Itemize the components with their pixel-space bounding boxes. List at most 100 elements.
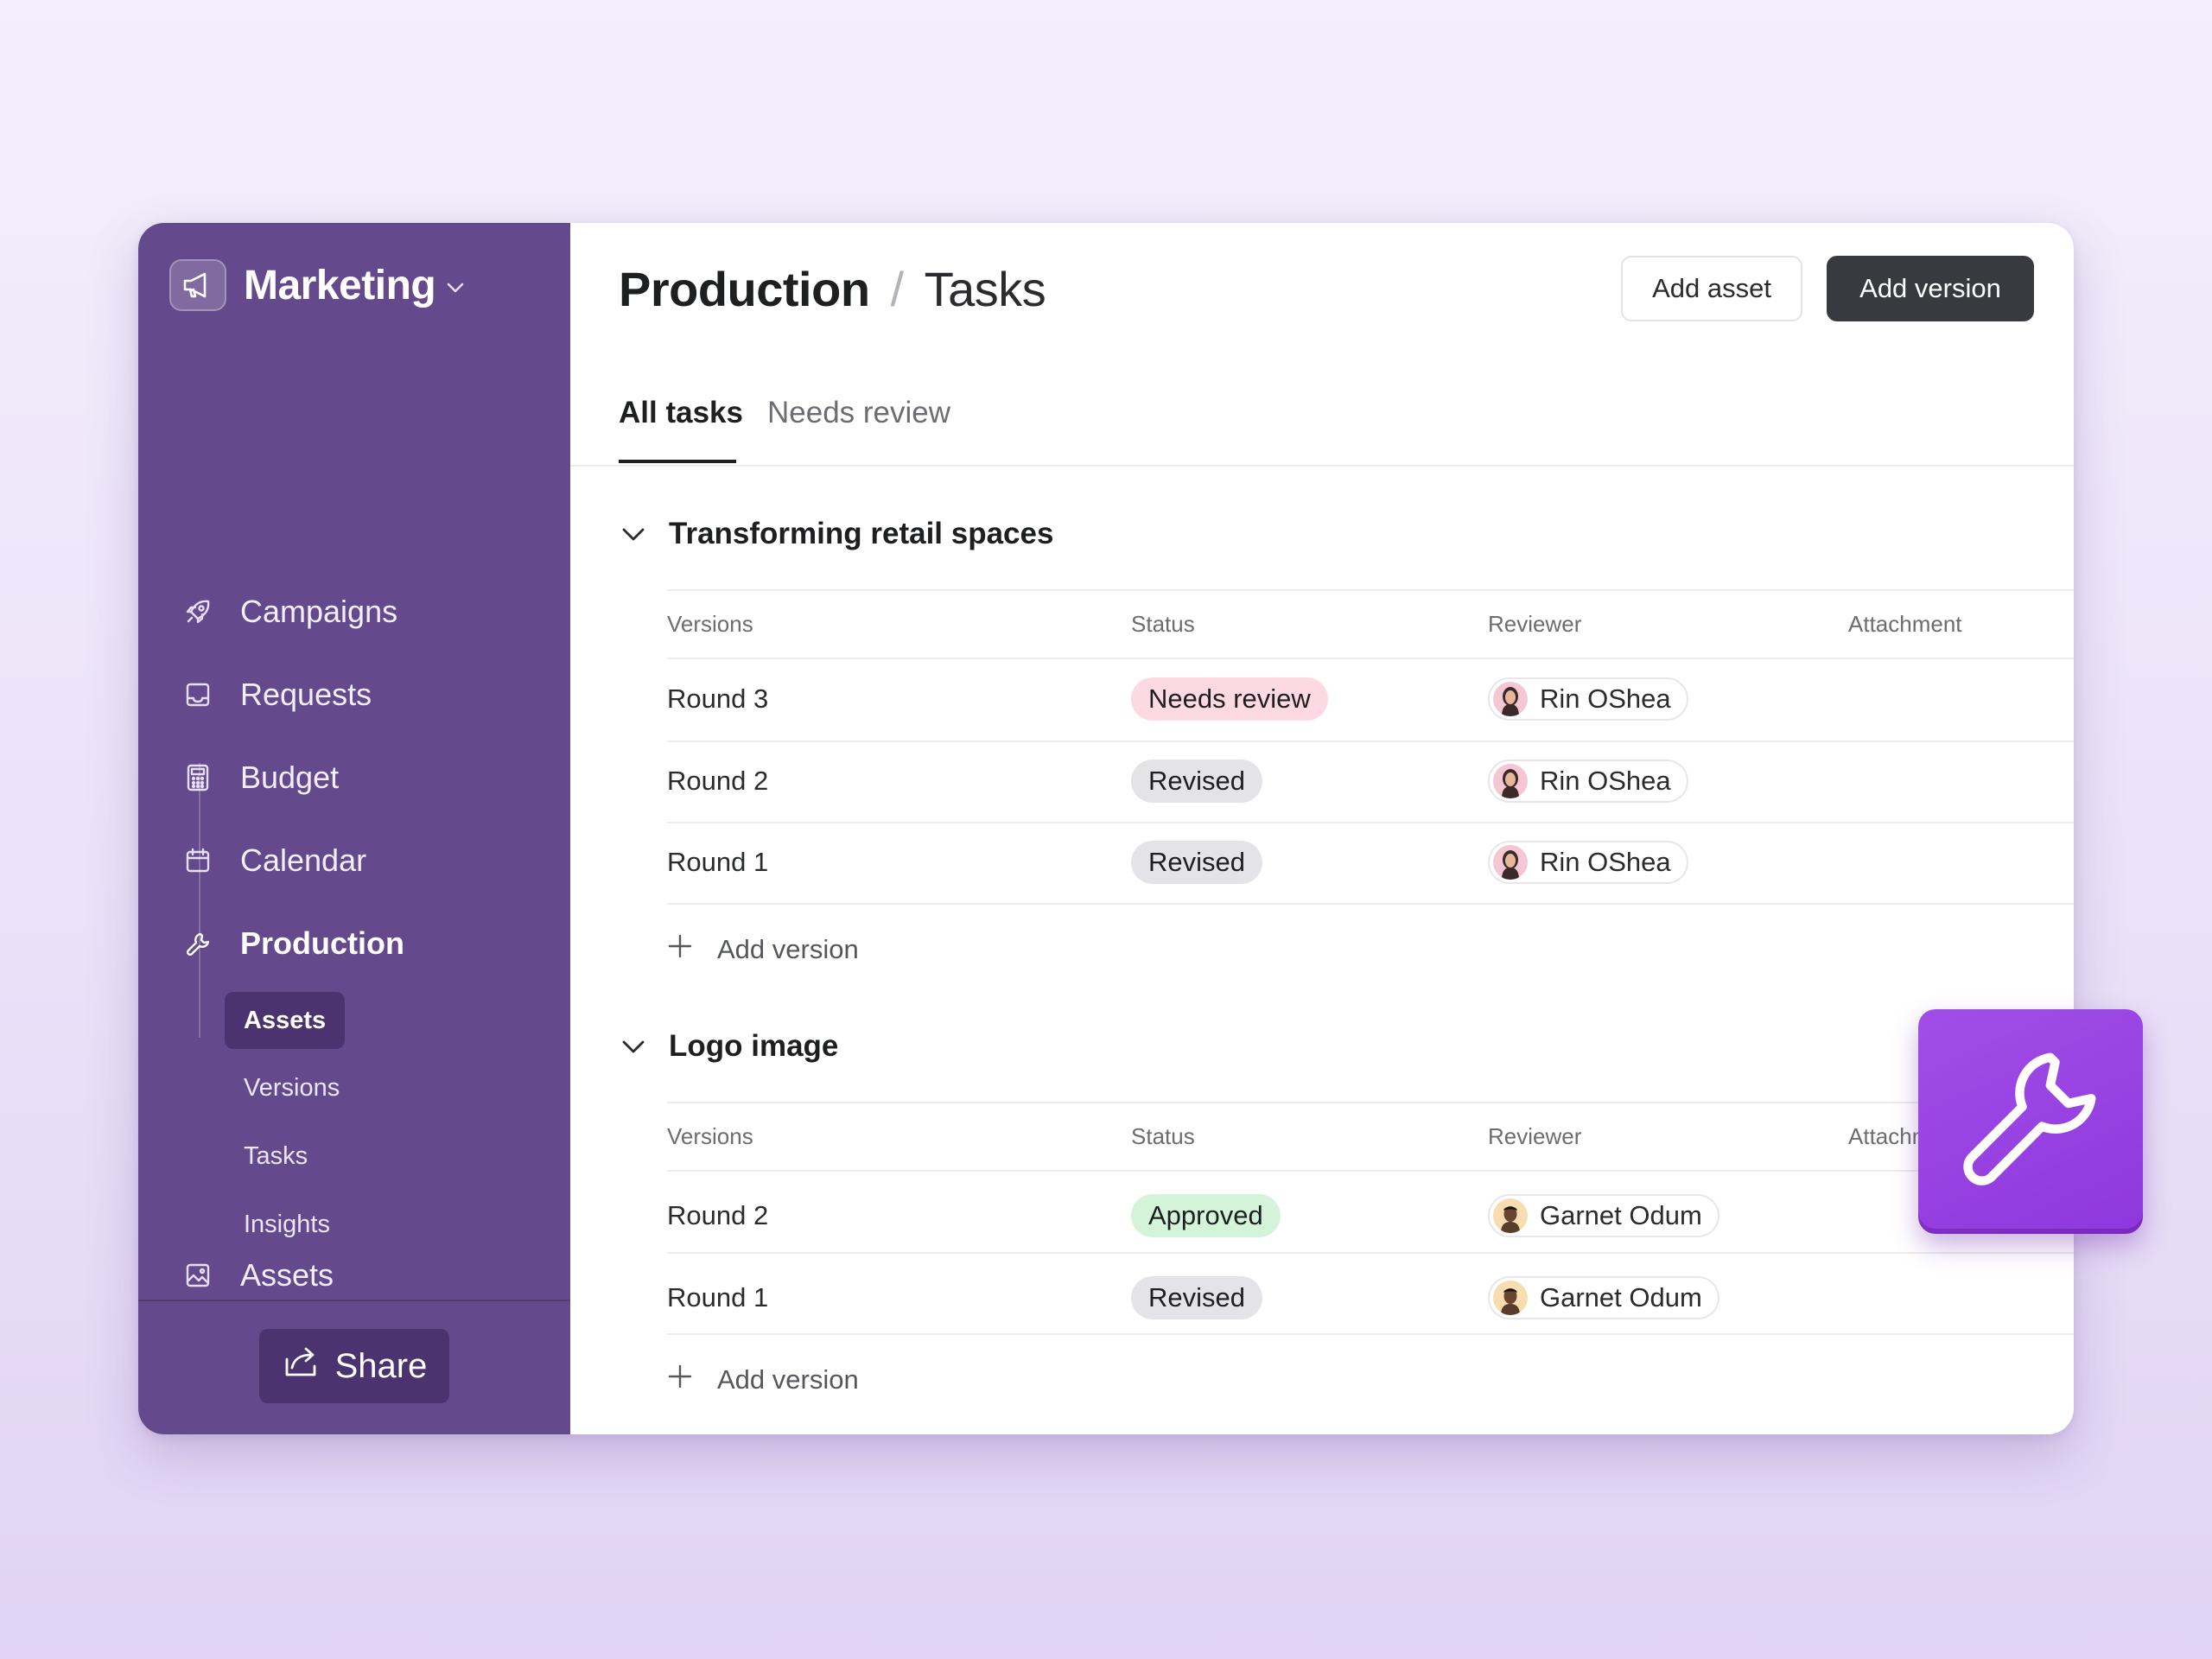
chevron-down-icon[interactable] xyxy=(620,517,646,551)
add-asset-button[interactable]: Add asset xyxy=(1621,256,1802,321)
image-icon xyxy=(183,1261,213,1290)
sidebar-item-label: Calendar xyxy=(240,842,367,878)
version-cell[interactable]: Round 3 xyxy=(667,683,769,714)
section-title: Logo image xyxy=(669,1029,839,1063)
tab-all-tasks[interactable]: All tasks xyxy=(619,396,743,429)
column-header-status: Status xyxy=(1131,611,1195,637)
column-header-status: Status xyxy=(1131,1123,1195,1149)
status-badge[interactable]: Approved xyxy=(1131,1194,1281,1237)
status-badge[interactable]: Revised xyxy=(1131,1276,1262,1319)
tabs-divider xyxy=(570,465,2074,467)
wrench-icon xyxy=(1948,1038,2113,1206)
reviewer-chip[interactable]: Garnet Odum xyxy=(1488,1194,1719,1237)
status-badge[interactable]: Needs review xyxy=(1131,677,1328,721)
table-divider xyxy=(667,658,2074,659)
page-title: Tasks xyxy=(924,262,1046,316)
table-divider xyxy=(667,1252,2074,1254)
section-header[interactable]: Transforming retail spaces xyxy=(620,517,1053,551)
sidebar-item-label: Campaigns xyxy=(240,594,398,629)
calculator-icon xyxy=(183,763,213,792)
tab-bar: All tasks Needs review xyxy=(619,361,2074,465)
add-version-label: Add version xyxy=(717,934,859,964)
sidebar-item-assets[interactable]: Assets xyxy=(183,1249,334,1301)
sidebar-divider xyxy=(138,1300,570,1301)
subnav-item-insights[interactable]: Insights xyxy=(244,1210,330,1238)
reviewer-name: Rin OShea xyxy=(1540,766,1671,796)
subnav-item-versions[interactable]: Versions xyxy=(244,1073,340,1102)
inbox-icon xyxy=(183,680,213,709)
sidebar-item-campaigns[interactable]: Campaigns xyxy=(183,586,397,638)
chevron-down-icon[interactable] xyxy=(620,1029,646,1064)
subnav-item-tasks[interactable]: Tasks xyxy=(244,1141,308,1170)
breadcrumb: Production / Tasks xyxy=(619,261,1046,317)
column-header-reviewer: Reviewer xyxy=(1488,611,1582,637)
workspace-switcher[interactable]: Marketing xyxy=(169,259,465,311)
reviewer-chip[interactable]: Rin OShea xyxy=(1488,841,1688,884)
add-version-row[interactable]: Add version xyxy=(667,1363,859,1396)
reviewer-name: Rin OShea xyxy=(1540,847,1671,877)
share-button[interactable]: Share xyxy=(259,1329,449,1403)
sidebar-item-budget[interactable]: Budget xyxy=(183,752,339,804)
share-label: Share xyxy=(334,1346,428,1385)
reviewer-chip[interactable]: Rin OShea xyxy=(1488,760,1688,803)
sidebar-item-requests[interactable]: Requests xyxy=(183,669,372,721)
sidebar: Marketing Campaigns xyxy=(138,223,570,1434)
subnav-item-assets[interactable]: Assets xyxy=(225,992,346,1049)
sidebar-item-label: Assets xyxy=(240,1257,334,1293)
table-divider xyxy=(667,1170,2074,1172)
reviewer-chip[interactable]: Rin OShea xyxy=(1488,677,1688,721)
plus-icon xyxy=(667,933,693,966)
megaphone-icon xyxy=(169,259,226,311)
version-cell[interactable]: Round 2 xyxy=(667,766,769,796)
version-cell[interactable]: Round 2 xyxy=(667,1200,769,1230)
tab-needs-review[interactable]: Needs review xyxy=(767,396,951,429)
add-version-button[interactable]: Add version xyxy=(1827,256,2034,321)
status-badge[interactable]: Revised xyxy=(1131,841,1262,884)
add-version-row[interactable]: Add version xyxy=(667,933,859,966)
sidebar-item-label: Budget xyxy=(240,760,340,795)
avatar xyxy=(1493,845,1528,880)
version-cell[interactable]: Round 1 xyxy=(667,1282,769,1313)
column-header-versions: Versions xyxy=(667,1123,753,1149)
status-badge[interactable]: Revised xyxy=(1131,760,1262,803)
avatar xyxy=(1493,682,1528,716)
version-cell[interactable]: Round 1 xyxy=(667,847,769,877)
add-version-label: Add version xyxy=(717,1364,859,1395)
wrench-icon xyxy=(183,929,213,958)
reviewer-name: Rin OShea xyxy=(1540,683,1671,714)
sidebar-item-production[interactable]: Production xyxy=(183,918,404,969)
reviewer-chip[interactable]: Garnet Odum xyxy=(1488,1276,1719,1319)
share-icon xyxy=(282,1345,320,1387)
workspace-name: Marketing xyxy=(244,262,436,308)
subnav-guide xyxy=(199,763,200,1038)
sidebar-item-calendar[interactable]: Calendar xyxy=(183,835,366,887)
table-divider xyxy=(667,1102,2074,1103)
breadcrumb-separator: / xyxy=(890,262,905,316)
section-header[interactable]: Logo image xyxy=(620,1029,838,1064)
table-divider xyxy=(667,589,2074,591)
column-header-versions: Versions xyxy=(667,611,753,637)
table-divider xyxy=(667,1333,2074,1335)
column-header-attachment: Attachment xyxy=(1848,611,1962,637)
table-divider xyxy=(667,822,2074,823)
chevron-down-icon xyxy=(446,282,465,298)
reviewer-name: Garnet Odum xyxy=(1540,1200,1702,1230)
app-window: Marketing Campaigns xyxy=(138,223,2074,1434)
calendar-icon xyxy=(183,846,213,875)
column-header-reviewer: Reviewer xyxy=(1488,1123,1582,1149)
avatar xyxy=(1493,1198,1528,1233)
active-tab-indicator xyxy=(619,460,736,463)
avatar xyxy=(1493,764,1528,798)
section-title: Transforming retail spaces xyxy=(669,517,1054,550)
production-badge xyxy=(1918,1009,2143,1234)
reviewer-name: Garnet Odum xyxy=(1540,1282,1702,1313)
sidebar-item-label: Requests xyxy=(240,677,372,712)
table-divider xyxy=(667,741,2074,742)
table-divider xyxy=(667,903,2074,905)
sidebar-item-label: Production xyxy=(240,925,404,961)
avatar xyxy=(1493,1281,1528,1315)
breadcrumb-production[interactable]: Production xyxy=(619,262,870,316)
rocket-icon xyxy=(183,597,213,626)
main-content: Production / Tasks Add asset Add version… xyxy=(570,223,2074,1434)
plus-icon xyxy=(667,1363,693,1396)
